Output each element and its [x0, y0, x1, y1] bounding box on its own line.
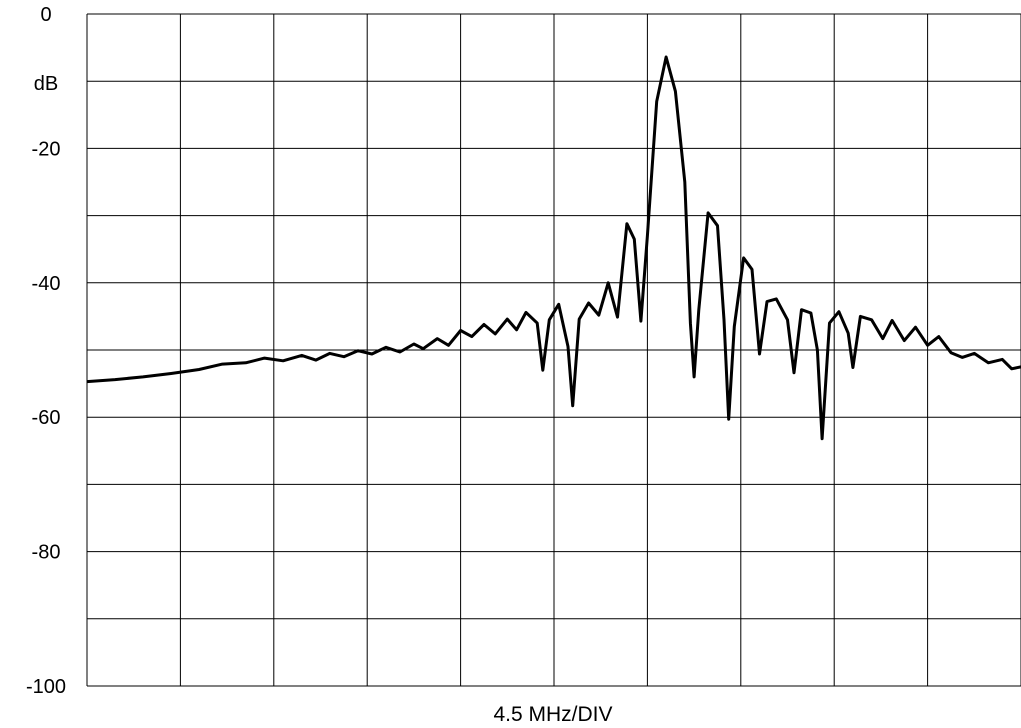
chart-grid — [86, 13, 1021, 687]
y-axis-unit-label: dB — [34, 73, 58, 95]
y-tick-label: -100 — [26, 676, 66, 698]
spectrum-trace-line — [86, 55, 1021, 441]
y-tick-label: -20 — [32, 138, 61, 160]
y-tick-label: -60 — [32, 407, 61, 429]
y-tick-label: -40 — [32, 273, 61, 295]
x-axis-label: 4.5 MHz/DIV — [493, 703, 612, 726]
y-tick-label: -80 — [32, 542, 61, 564]
y-tick-label: 0 — [40, 4, 51, 26]
y-axis-ticks: 0 -20 -40 -60 -80 -100 — [26, 4, 66, 698]
